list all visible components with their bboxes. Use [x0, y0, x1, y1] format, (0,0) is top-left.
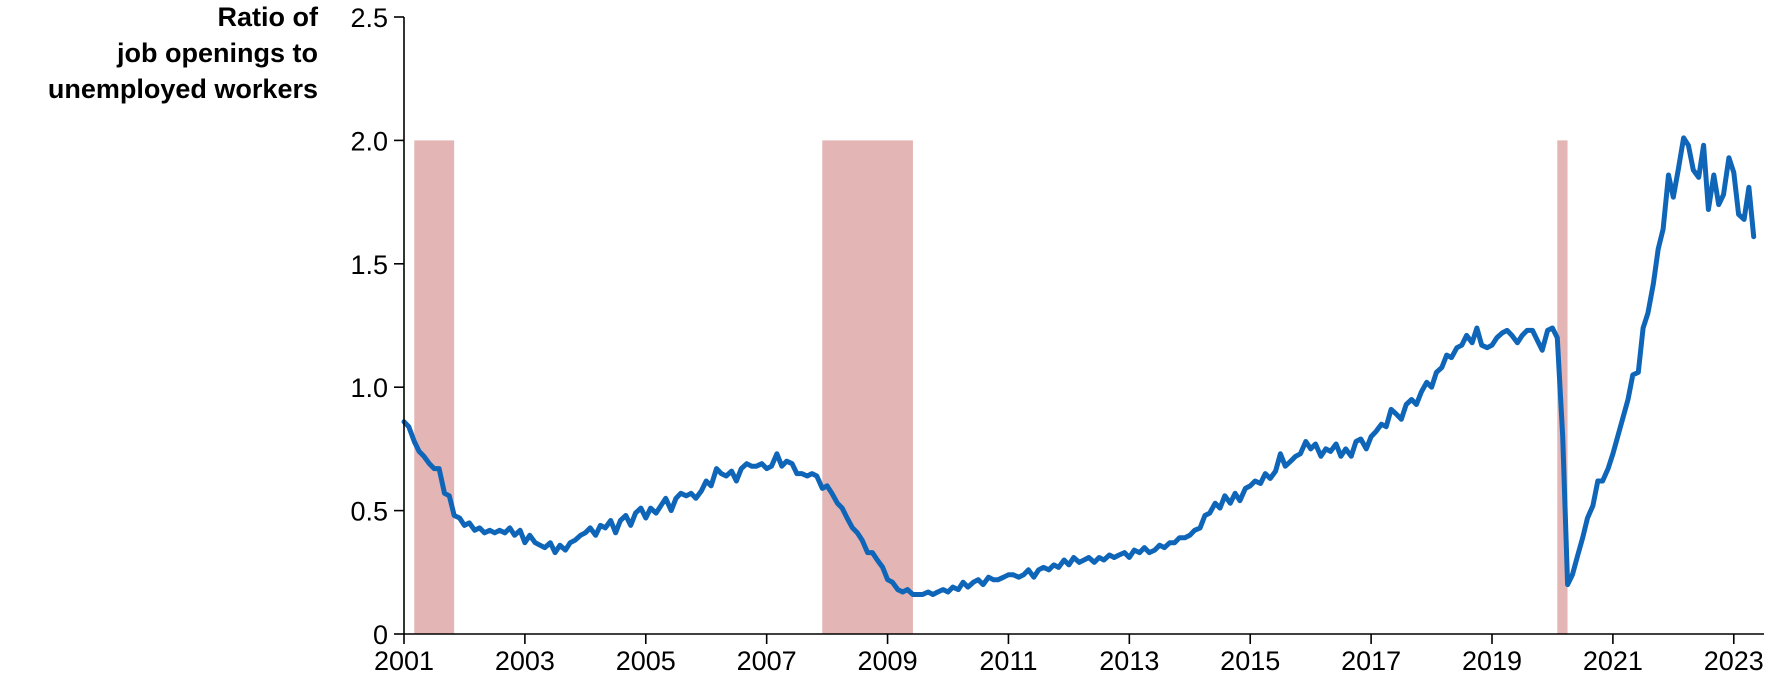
x-tick-label: 2013	[1099, 646, 1159, 676]
x-ticks: 2001 2003 2005 2007 2009 2011 2013 2015 2017 2019…	[374, 634, 1764, 676]
y-tick-label: 1.5	[350, 250, 388, 280]
y-tick-label: 2.5	[350, 3, 388, 33]
x-tick-label: 2015	[1220, 646, 1280, 676]
y-axis-title-line-2: job openings to	[116, 38, 318, 68]
x-tick-label: 2023	[1704, 646, 1764, 676]
recession-band-2	[822, 140, 913, 634]
series-layer	[401, 135, 1757, 597]
y-axis-title: Ratio of job openings to unemployed work…	[48, 2, 319, 104]
x-tick-label: 2005	[616, 646, 676, 676]
x-tick-label: 2011	[979, 646, 1037, 676]
x-tick-label: 2021	[1583, 646, 1643, 676]
recession-bands	[414, 140, 1568, 634]
x-tick-label: 2017	[1341, 646, 1401, 676]
axes	[403, 17, 1764, 635]
y-axis-title-line-3: unemployed workers	[48, 74, 318, 104]
y-tick-label: 2.0	[350, 126, 388, 156]
recession-band-1	[414, 140, 455, 634]
y-tick-label: 0.5	[350, 497, 388, 527]
y-tick-label: 0	[373, 620, 388, 650]
x-tick-label: 2009	[858, 646, 918, 676]
series-line-1	[401, 135, 1757, 597]
x-tick-label: 2001	[374, 646, 434, 676]
y-axis-title-line-1: Ratio of	[218, 2, 319, 32]
x-tick-label: 2019	[1462, 646, 1522, 676]
x-tick-label: 2003	[495, 646, 555, 676]
y-tick-label: 1.0	[350, 373, 388, 403]
y-ticks: 0 0.5 1.0 1.5 2.0 2.5	[350, 3, 404, 650]
x-tick-label: 2007	[737, 646, 797, 676]
